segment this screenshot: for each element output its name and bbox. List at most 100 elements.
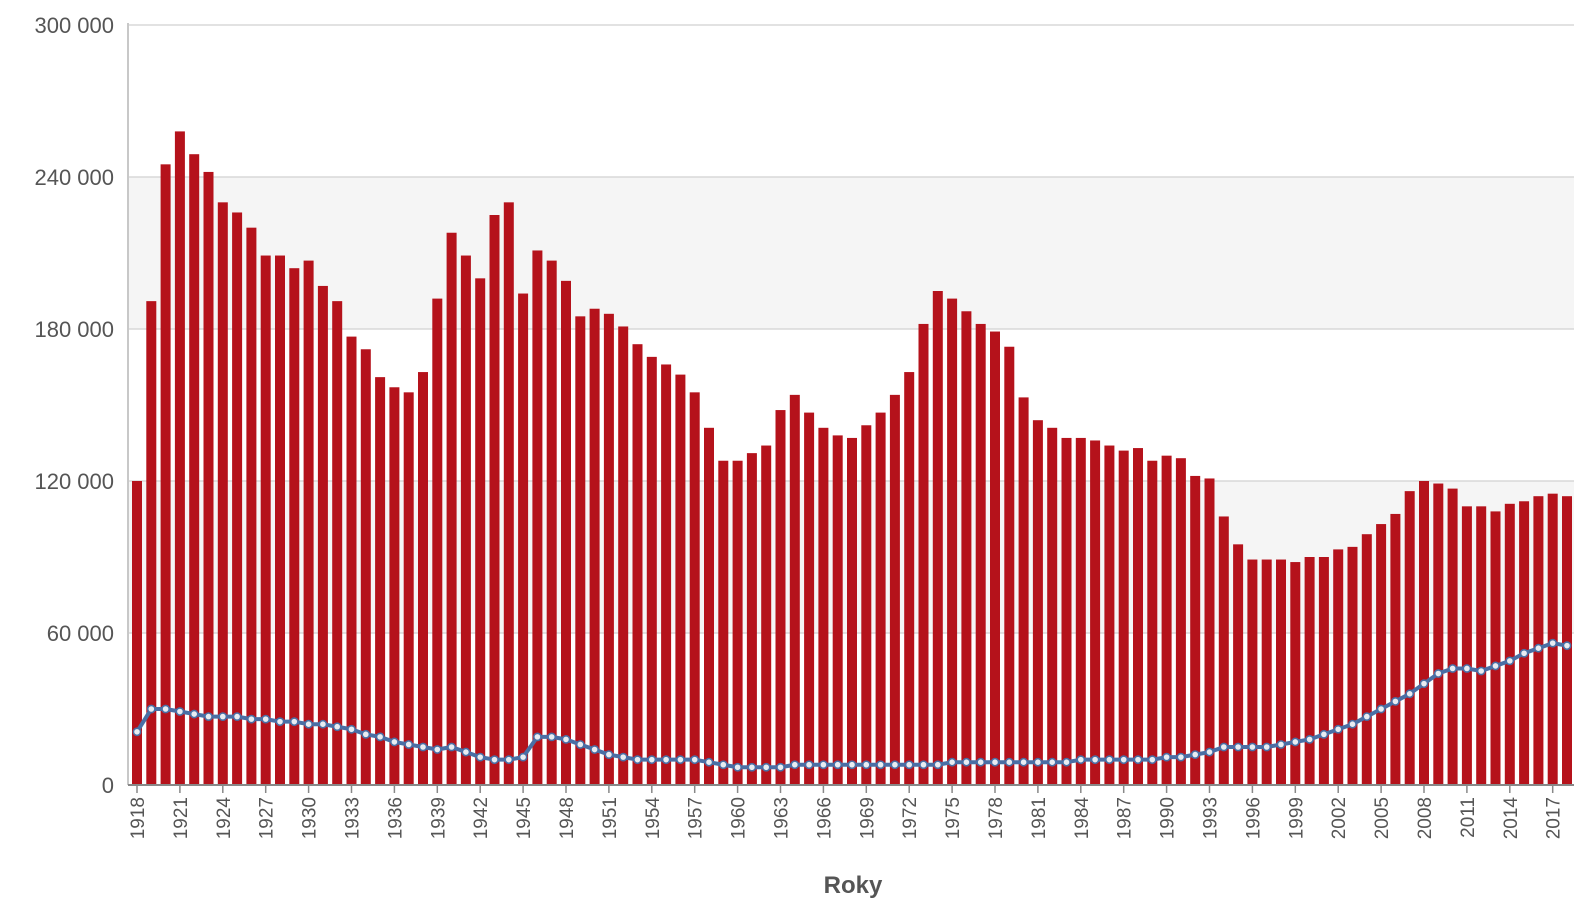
bar	[1090, 440, 1101, 785]
line-point	[861, 760, 871, 770]
bar	[1318, 557, 1329, 785]
line-point	[1090, 755, 1100, 765]
bar	[346, 336, 357, 785]
line-point	[1147, 755, 1157, 765]
bar	[1433, 483, 1444, 785]
x-tick-label: 2008	[1415, 797, 1436, 839]
y-tick-label: 240 000	[34, 165, 114, 190]
bar	[861, 425, 872, 785]
bar	[904, 372, 915, 785]
bar	[1104, 445, 1115, 785]
line-point	[1333, 724, 1343, 734]
line-point	[1076, 755, 1086, 765]
line-point	[919, 760, 928, 770]
axes	[127, 23, 1574, 786]
line-point	[418, 742, 428, 752]
y-tick-label: 60 000	[47, 621, 114, 646]
x-tick-label: 1981	[1029, 797, 1050, 839]
line-point	[1133, 755, 1143, 765]
line-point	[475, 752, 485, 762]
bar	[1233, 544, 1244, 785]
bar	[875, 412, 886, 785]
line-point	[947, 757, 957, 767]
x-tick-label: 1987	[1115, 797, 1136, 839]
bar	[289, 268, 300, 785]
line-point	[1190, 750, 1200, 759]
bar	[804, 412, 815, 785]
x-tick-label: 1942	[471, 797, 492, 839]
line-point	[1119, 755, 1129, 765]
bar	[1190, 475, 1201, 785]
bar	[1175, 458, 1186, 785]
bar	[160, 164, 171, 786]
line-point	[575, 740, 585, 749]
x-tick-label: 1939	[428, 797, 449, 839]
bar	[1447, 488, 1458, 785]
bar	[1075, 437, 1086, 785]
bar	[932, 291, 943, 785]
bar	[603, 313, 614, 785]
bar	[1047, 427, 1058, 785]
y-tick-label: 300 000	[34, 13, 114, 38]
x-tick-label: 1921	[171, 797, 192, 839]
bar	[1304, 557, 1315, 785]
line-point	[1248, 742, 1257, 752]
line-point	[1505, 656, 1515, 666]
bar	[1204, 478, 1215, 785]
line-point	[661, 755, 671, 765]
bar-series	[132, 131, 1572, 786]
line-series	[132, 638, 1572, 772]
x-axis-ticks: 1918 1921 1924 1927 1930 1933 1936 1939 1942 1945…	[128, 785, 1565, 839]
line-point	[518, 752, 528, 762]
bar	[761, 445, 772, 785]
line-point	[1219, 742, 1229, 752]
line-point	[819, 760, 828, 770]
bar	[1133, 448, 1143, 785]
line-point	[261, 714, 271, 724]
bar	[217, 202, 228, 786]
line-point	[204, 712, 213, 721]
line-point	[904, 760, 914, 770]
line-point	[332, 722, 342, 732]
bar	[503, 202, 514, 786]
bar	[389, 387, 400, 785]
bar	[246, 227, 257, 785]
x-tick-label: 1948	[557, 797, 578, 839]
bar	[1504, 503, 1515, 785]
line-point	[361, 729, 371, 739]
bar	[1361, 534, 1372, 785]
bar	[675, 374, 686, 785]
line-point	[1534, 643, 1543, 653]
bar	[632, 344, 643, 785]
bar	[1519, 501, 1530, 785]
y-tick-label: 0	[102, 773, 114, 798]
x-tick-label: 1954	[643, 797, 664, 840]
line-point	[1448, 664, 1457, 673]
line-point	[218, 712, 228, 721]
bar	[1118, 450, 1129, 785]
line-point	[733, 762, 742, 772]
bar	[1290, 562, 1301, 785]
bar	[947, 298, 958, 785]
bar	[475, 278, 486, 785]
line-point	[1233, 742, 1243, 752]
bar	[1147, 460, 1158, 785]
line-point	[604, 750, 614, 759]
bar	[1461, 506, 1472, 785]
x-tick-label: 2002	[1329, 797, 1350, 839]
line-point	[146, 704, 156, 714]
bar	[1261, 559, 1272, 785]
x-tick-label: 1933	[343, 797, 364, 839]
line-point	[1105, 755, 1114, 765]
line-point	[275, 717, 285, 727]
x-tick-label: 1936	[385, 797, 406, 839]
line-point	[1362, 712, 1372, 721]
bar	[918, 323, 929, 785]
line-point	[1290, 737, 1300, 747]
line-point	[890, 760, 900, 770]
line-point	[690, 755, 700, 765]
line-point	[833, 760, 843, 770]
x-tick-label: 2005	[1372, 797, 1393, 839]
x-tick-label: 2014	[1501, 797, 1522, 840]
